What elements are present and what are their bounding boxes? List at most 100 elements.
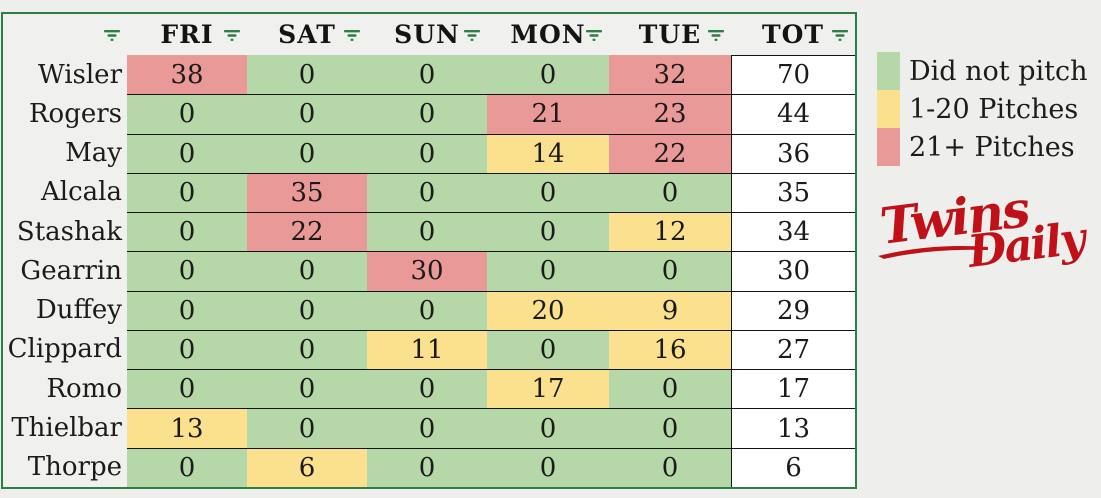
pitch-cell[interactable]: 0 <box>487 251 609 291</box>
pitch-cell[interactable]: 38 <box>127 55 247 95</box>
pitch-cell[interactable]: 12 <box>609 212 731 252</box>
legend-label: 21+ Pitches <box>909 131 1075 163</box>
table-row: Alcala 0 35 0 0 0 35 <box>3 172 855 213</box>
pitch-cell[interactable]: 0 <box>609 447 731 487</box>
color-legend: Did not pitch 1-20 Pitches 21+ Pitches <box>877 52 1088 166</box>
column-header-mon[interactable]: MON <box>487 14 609 55</box>
column-header-label: TOT <box>762 20 824 49</box>
legend-label: 1-20 Pitches <box>909 93 1079 125</box>
filter-icon[interactable] <box>463 28 481 41</box>
total-cell[interactable]: 44 <box>731 94 855 134</box>
row-name[interactable]: Romo <box>46 373 122 404</box>
pitch-cell[interactable]: 0 <box>247 55 367 95</box>
pitch-cell[interactable]: 0 <box>609 251 731 291</box>
table-row: Gearrin 0 0 30 0 0 30 <box>3 251 855 291</box>
pitch-cell[interactable]: 0 <box>127 133 247 173</box>
total-cell[interactable]: 70 <box>731 55 855 95</box>
pitch-cell[interactable]: 16 <box>609 329 731 370</box>
pitch-cell[interactable]: 0 <box>247 94 367 134</box>
pitch-cell[interactable]: 0 <box>487 212 609 252</box>
pitch-cell[interactable]: 0 <box>367 369 487 409</box>
column-header-sun[interactable]: SUN <box>367 14 487 55</box>
row-name[interactable]: Duffey <box>35 295 122 326</box>
row-name[interactable]: Wisler <box>37 59 122 90</box>
pitch-cell[interactable]: 0 <box>367 408 487 448</box>
total-cell[interactable]: 34 <box>731 212 855 252</box>
pitch-cell[interactable]: 22 <box>609 133 731 173</box>
pitch-cell[interactable]: 0 <box>247 329 367 370</box>
filter-icon[interactable] <box>707 28 725 41</box>
pitch-cell[interactable]: 23 <box>609 94 731 134</box>
pitch-cell[interactable]: 0 <box>487 172 609 213</box>
column-header-fri[interactable]: FRI <box>127 14 247 55</box>
pitch-cell[interactable]: 0 <box>247 369 367 409</box>
row-name[interactable]: Alcala <box>41 177 122 208</box>
pitch-cell[interactable]: 0 <box>367 212 487 252</box>
pitch-cell[interactable]: 0 <box>367 133 487 173</box>
total-cell[interactable]: 6 <box>731 447 855 487</box>
pitch-cell[interactable]: 35 <box>247 172 367 213</box>
filter-icon[interactable] <box>831 28 849 41</box>
row-name[interactable]: May <box>65 138 122 169</box>
pitch-cell[interactable]: 0 <box>367 172 487 213</box>
pitch-cell[interactable]: 0 <box>127 172 247 213</box>
total-cell[interactable]: 27 <box>731 329 855 370</box>
column-header-tot[interactable]: TOT <box>731 14 855 55</box>
pitch-cell[interactable]: 6 <box>247 447 367 487</box>
pitch-cell[interactable]: 0 <box>487 408 609 448</box>
pitch-cell[interactable]: 0 <box>367 94 487 134</box>
row-name[interactable]: Clippard <box>7 334 122 365</box>
pitch-cell[interactable]: 0 <box>247 251 367 291</box>
total-cell[interactable]: 13 <box>731 408 855 448</box>
pitch-cell[interactable]: 0 <box>127 290 247 330</box>
header-corner[interactable] <box>3 14 127 55</box>
pitch-cell[interactable]: 32 <box>609 55 731 95</box>
pitch-cell[interactable]: 13 <box>127 408 247 448</box>
pitch-cell[interactable]: 0 <box>609 369 731 409</box>
pitch-cell[interactable]: 0 <box>127 369 247 409</box>
pitch-cell[interactable]: 0 <box>609 172 731 213</box>
pitch-cell[interactable]: 0 <box>367 55 487 95</box>
legend-swatch-yellow <box>877 90 900 128</box>
column-header-tue[interactable]: TUE <box>609 14 731 55</box>
pitch-cell[interactable]: 30 <box>367 251 487 291</box>
pitch-cell[interactable]: 0 <box>127 251 247 291</box>
column-header-sat[interactable]: SAT <box>247 14 367 55</box>
filter-icon[interactable] <box>585 28 603 41</box>
pitch-cell[interactable]: 0 <box>487 329 609 370</box>
row-name[interactable]: Thorpe <box>27 452 122 483</box>
pitch-cell[interactable]: 0 <box>127 94 247 134</box>
pitch-cell[interactable]: 20 <box>487 290 609 330</box>
pitch-cell[interactable]: 0 <box>487 447 609 487</box>
pitch-cell[interactable]: 14 <box>487 133 609 173</box>
pitch-cell[interactable]: 9 <box>609 290 731 330</box>
pitch-cell[interactable]: 0 <box>367 447 487 487</box>
filter-icon[interactable] <box>343 28 361 41</box>
total-cell[interactable]: 30 <box>731 251 855 291</box>
pitch-cell[interactable]: 21 <box>487 94 609 134</box>
total-cell[interactable]: 29 <box>731 290 855 330</box>
row-name[interactable]: Rogers <box>28 98 122 129</box>
filter-icon[interactable] <box>103 28 121 41</box>
pitch-cell[interactable]: 0 <box>127 212 247 252</box>
pitch-cell[interactable]: 0 <box>487 55 609 95</box>
pitch-cell[interactable]: 22 <box>247 212 367 252</box>
pitch-cell[interactable]: 0 <box>127 447 247 487</box>
pitch-cell[interactable]: 0 <box>247 408 367 448</box>
pitch-cell[interactable]: 0 <box>247 290 367 330</box>
row-name[interactable]: Gearrin <box>20 255 122 286</box>
legend-label: Did not pitch <box>909 55 1088 87</box>
pitch-cell[interactable]: 17 <box>487 369 609 409</box>
pitch-cell[interactable]: 0 <box>609 408 731 448</box>
pitch-cell[interactable]: 0 <box>247 133 367 173</box>
row-name[interactable]: Stashak <box>16 216 122 247</box>
total-cell[interactable]: 35 <box>731 172 855 213</box>
pitch-cell[interactable]: 11 <box>367 329 487 370</box>
pitch-cell[interactable]: 0 <box>127 329 247 370</box>
row-name[interactable]: Thielbar <box>11 413 122 444</box>
filter-icon[interactable] <box>223 28 241 41</box>
total-cell[interactable]: 36 <box>731 133 855 173</box>
total-cell[interactable]: 17 <box>731 369 855 409</box>
pitch-cell[interactable]: 0 <box>367 290 487 330</box>
table-row: Stashak 0 22 0 0 12 34 <box>3 212 855 252</box>
